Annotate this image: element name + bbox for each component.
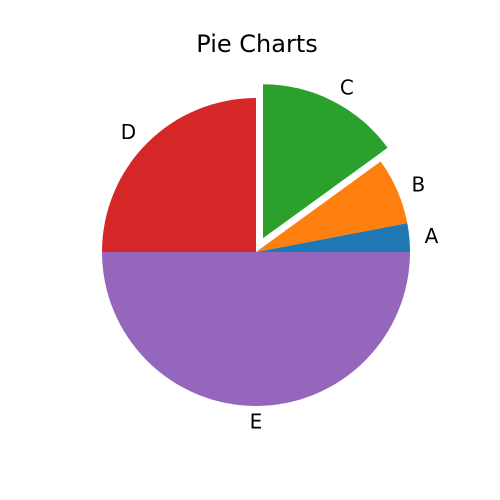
pie-slice-b <box>256 161 408 252</box>
pie-label-b: B <box>411 173 425 197</box>
pie-slice-c <box>262 84 388 239</box>
pie-label-d: D <box>121 120 136 144</box>
pie-slice-a <box>256 223 410 252</box>
pie-label-a: A <box>425 224 439 248</box>
pie-label-e: E <box>250 409 263 433</box>
pie-slice-e <box>102 252 410 406</box>
chart-title: Pie Charts <box>196 30 317 58</box>
pie-slices <box>102 84 410 406</box>
pie-label-c: C <box>340 75 354 99</box>
pie-labels: A B C D E <box>121 75 439 433</box>
pie-slice-d <box>102 98 256 252</box>
